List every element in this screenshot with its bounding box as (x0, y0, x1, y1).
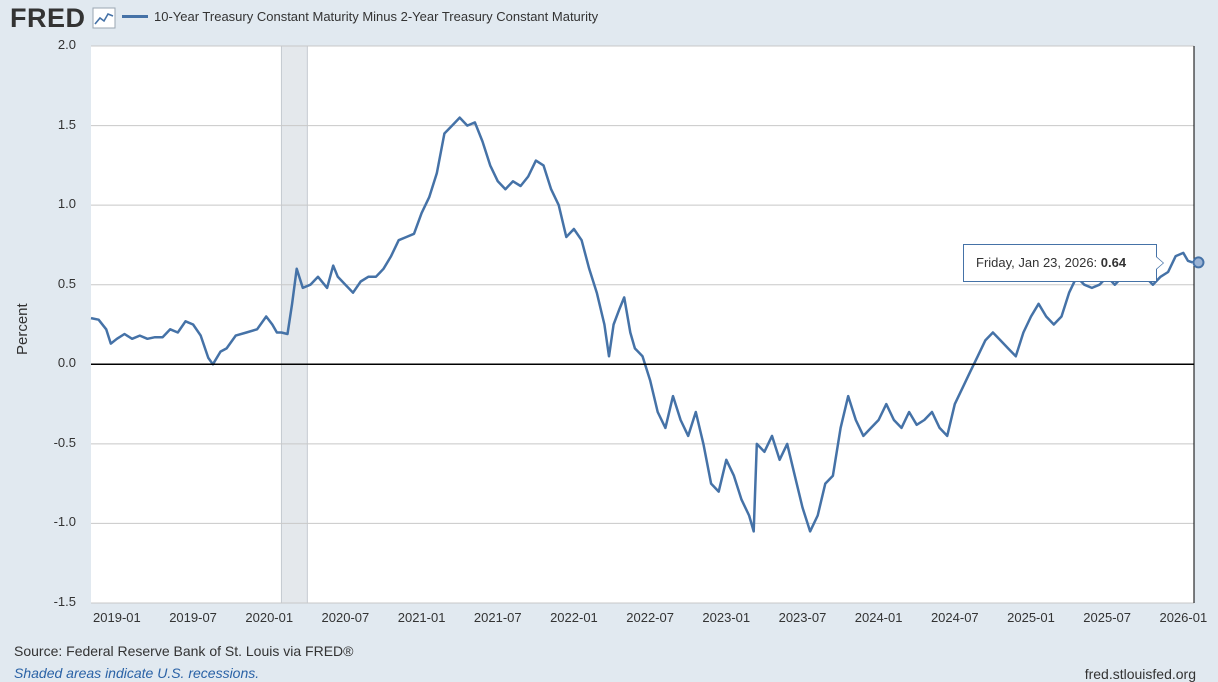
y-tick-label: 1.5 (57, 116, 76, 132)
x-tick-label: 2024-01 (854, 610, 903, 625)
y-tick-label: 0.0 (57, 355, 76, 371)
series-legend[interactable]: 10-Year Treasury Constant Maturity Minus… (122, 9, 598, 24)
x-tick-label: 2023-01 (702, 610, 751, 625)
y-tick-label: -0.5 (53, 434, 76, 450)
x-tick-label: 2020-07 (321, 610, 370, 625)
legend-swatch (122, 15, 148, 19)
y-tick-label: 0.5 (57, 275, 76, 291)
x-tick-label: 2019-07 (169, 610, 217, 625)
x-tick-label: 2025-01 (1007, 610, 1055, 625)
hover-point-marker (1192, 256, 1205, 269)
x-tick-label: 2024-07 (930, 610, 979, 625)
site-link[interactable]: fred.stlouisfed.org (1084, 666, 1196, 682)
y-tick-label: -1.5 (53, 594, 76, 609)
legend-label: 10-Year Treasury Constant Maturity Minus… (154, 9, 599, 24)
x-tick-label: 2025-07 (1083, 610, 1132, 625)
tooltip-arrow-inner (1156, 257, 1163, 269)
line-chart-icon (92, 7, 116, 29)
x-tick-label: 2026-01 (1159, 610, 1208, 625)
x-tick-label: 2022-07 (626, 610, 674, 625)
x-tick-label: 2022-01 (550, 610, 598, 625)
recession-band (280, 45, 308, 604)
tooltip-value: 0.64 (1100, 255, 1127, 270)
x-tick-label: 2019-01 (93, 610, 141, 625)
chart-header: FRED 10-Year Treasury Constant Maturity … (0, 0, 1218, 36)
fred-logo[interactable]: FRED (10, 3, 86, 33)
tooltip-date: Friday, Jan 23, 2026: (976, 255, 1098, 270)
x-tick-label: 2021-07 (473, 610, 522, 625)
data-tooltip: Friday, Jan 23, 2026: 0.64 (963, 244, 1157, 282)
x-tick-label: 2021-01 (397, 610, 446, 625)
x-tick-label: 2020-01 (245, 610, 294, 625)
source-note: Source: Federal Reserve Bank of St. Loui… (14, 643, 354, 659)
recession-note-link[interactable]: Shaded areas indicate U.S. recessions. (14, 665, 260, 681)
x-tick-label: 2023-07 (778, 610, 827, 625)
y-tick-label: 1.0 (57, 196, 76, 212)
y-tick-label: 2.0 (57, 37, 76, 52)
y-tick-label: -1.0 (53, 514, 76, 530)
series-line (90, 116, 1193, 533)
y-axis-label: Percent (14, 303, 31, 355)
plot-area (91, 46, 1194, 603)
